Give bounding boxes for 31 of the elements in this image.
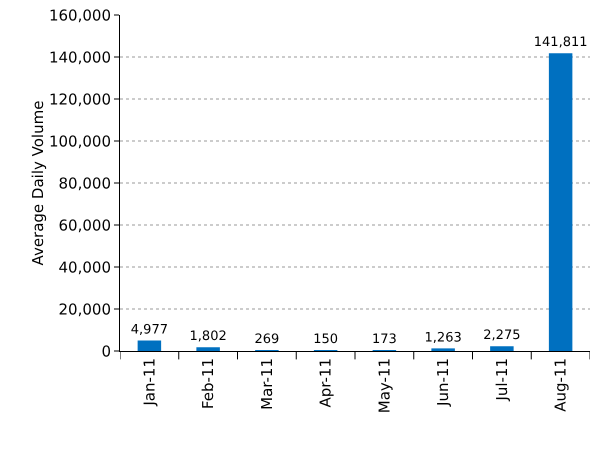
x-tick-label: Jun-11	[434, 358, 452, 407]
data-label: 1,802	[190, 329, 227, 344]
data-label: 141,811	[534, 35, 588, 50]
y-axis-title: Average Daily Volume	[28, 100, 47, 266]
x-tick-label: Feb-11	[199, 358, 218, 410]
data-label: 4,977	[130, 322, 168, 338]
x-tick-label: Aug-11	[552, 358, 570, 412]
y-tick-label: 40,000	[58, 258, 111, 276]
y-tick-label: 160,000	[48, 6, 111, 24]
data-label: 150	[313, 332, 338, 347]
y-tick-label: 20,000	[58, 300, 111, 318]
bar	[138, 340, 162, 351]
bar	[548, 53, 572, 351]
bar	[431, 348, 455, 351]
x-tick-label: Jul-11	[492, 358, 511, 402]
x-tick-label: May-11	[375, 358, 394, 414]
x-tick-label: Mar-11	[258, 358, 276, 410]
x-tick-label: Jan-11	[140, 358, 158, 407]
bar	[196, 347, 220, 351]
data-label: 269	[254, 332, 280, 347]
data-label: 1,263	[424, 330, 462, 346]
data-label: 173	[372, 332, 397, 347]
y-tick-label: 60,000	[58, 216, 111, 234]
data-label: 2,275	[483, 328, 520, 344]
y-tick-label: 100,000	[48, 132, 111, 150]
bar	[490, 346, 514, 351]
y-tick-label: 140,000	[48, 48, 111, 66]
y-tick-label: 120,000	[48, 90, 111, 108]
x-tick-label: Apr-11	[316, 358, 335, 408]
y-tick-label: 80,000	[58, 174, 111, 192]
y-tick-label: 0	[101, 342, 111, 360]
